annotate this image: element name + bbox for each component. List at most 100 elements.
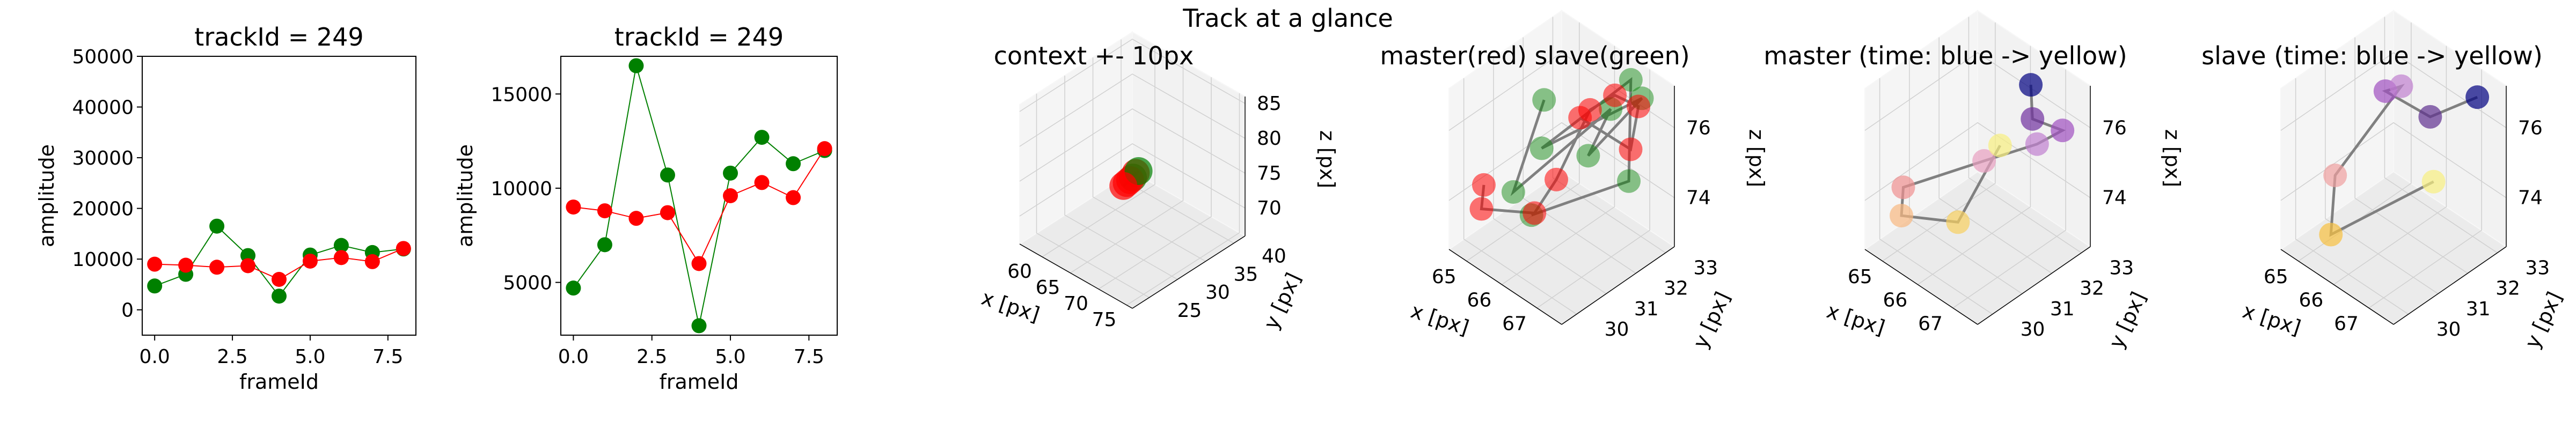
y-axis-line (1132, 235, 1246, 309)
slave-data-point (1501, 180, 1525, 204)
z-tick-label: 75 (1257, 162, 1282, 184)
y-tick-label: 50000 (72, 46, 134, 68)
master-data-point (597, 203, 612, 219)
y-tick-label: 40000 (72, 97, 134, 119)
slave-data-point (597, 237, 612, 253)
line-chart-1: trackId = 249 frameId amplitude 0.0 2.5 5.0 7.… (35, 23, 416, 394)
chart-title: trackId = 249 (614, 23, 784, 51)
y-grid-line (1064, 76, 1178, 280)
x-tick-label: 2.5 (636, 346, 667, 368)
chart-title: trackId = 249 (194, 23, 363, 51)
y-grid-line (1938, 37, 2052, 274)
x-grid-line (1042, 45, 1155, 257)
data-point (1890, 204, 1914, 228)
y-tick-label: 32 (2496, 278, 2520, 300)
z-tick-label: 70 (1257, 197, 1282, 219)
slave-data-point (754, 130, 770, 145)
x-tick-label: 5.0 (295, 346, 325, 368)
y-grid-line (2325, 57, 2439, 294)
master-data-point (566, 199, 581, 215)
y-grid-line (2354, 37, 2468, 274)
x-axis-label: x [px] (1408, 299, 1472, 339)
x-tick-label: 60 (1007, 261, 1032, 283)
master-data-point (817, 141, 832, 157)
x-grid-line (1070, 61, 1184, 273)
slave-data-point (209, 218, 225, 234)
slave-data-point (628, 58, 644, 73)
z-tick-label: 76 (2102, 117, 2127, 139)
slave-data-point (660, 167, 675, 183)
slave-data-point (272, 289, 287, 304)
x-tick-label: 65 (1848, 266, 1872, 288)
data-point (1988, 134, 2012, 158)
y-tick-label: 35 (1234, 263, 1258, 285)
plot-frame (142, 56, 416, 336)
z-grid-line (1019, 73, 1246, 147)
figure-suptitle: Track at a glance (1182, 4, 1393, 33)
y-tick-label: 15000 (491, 84, 552, 106)
y-grid-line (1036, 93, 1150, 298)
z-tick-label: 74 (2518, 187, 2543, 209)
slave-data-point (786, 156, 801, 172)
master-data-point (786, 190, 801, 205)
master-data-point (1626, 94, 1650, 119)
x-axis-line (1448, 249, 1562, 325)
subplots: trackId = 249 frameId amplitude 0.0 2.5 5.0 7.… (35, 10, 2567, 394)
x-tick-label: 67 (2334, 313, 2359, 335)
data-point (1891, 175, 1915, 199)
x-axis-line (2280, 249, 2394, 325)
data-point (2319, 223, 2343, 247)
master-data-point (209, 260, 225, 275)
z-grid-line (2280, 122, 2507, 201)
slave-data-point (147, 278, 163, 294)
master-data-point (723, 188, 738, 203)
master-data-point (302, 253, 318, 269)
x-tick-label: 0.0 (558, 346, 589, 368)
master-data-point (1544, 167, 1568, 191)
master-data-point (1523, 201, 1547, 225)
master-data-point (240, 258, 256, 273)
x-axis-label: frameId (659, 370, 738, 394)
x-tick-label: 5.0 (715, 346, 745, 368)
z-tick-label: 80 (1257, 128, 1282, 150)
slave-data-point (1617, 169, 1641, 193)
y-axis-label: y [px] (2104, 288, 2151, 352)
y-axis-label: amplitude (453, 144, 477, 247)
data-point (1972, 149, 1996, 173)
slave-data-point (1532, 88, 1556, 112)
x-tick-label: 65 (1036, 277, 1060, 299)
z-axis-label: z [px] (2161, 129, 2184, 187)
y-axis-label: amplitude (35, 144, 58, 247)
y-tick-label: 20000 (72, 198, 134, 220)
y-grid-line (1968, 17, 2082, 254)
y-tick-label: 32 (1664, 278, 1688, 300)
master-data-point (1603, 83, 1627, 107)
y-tick-label: 30000 (72, 147, 134, 169)
data-point (2421, 169, 2446, 194)
data-point (2025, 132, 2049, 156)
x-tick-label: 7.5 (372, 346, 403, 368)
data-point (2465, 85, 2490, 109)
data-point (2389, 74, 2413, 98)
y-axis-label: y [px] (1688, 288, 1735, 352)
data-point (2418, 105, 2442, 129)
y-axis-label: y [px] (1259, 269, 1306, 333)
x-tick-label: 0.0 (140, 346, 170, 368)
data-point (1946, 210, 1970, 234)
master-data-point (364, 254, 380, 269)
master-data-point (1568, 106, 1592, 130)
y-tick-label: 25 (1177, 300, 1202, 322)
slave-data-point (333, 238, 349, 253)
z-grid-line (1864, 122, 2091, 201)
data-point (2021, 107, 2045, 131)
z-grid-line (1019, 39, 1246, 112)
y-tick-label: 31 (2466, 298, 2491, 320)
master-data-point (147, 256, 163, 272)
x-grid-line (1466, 22, 1580, 262)
y-grid-line (1463, 78, 1577, 315)
x-axis-label: frameId (239, 370, 319, 394)
z-tick-label: 74 (1686, 187, 1711, 209)
